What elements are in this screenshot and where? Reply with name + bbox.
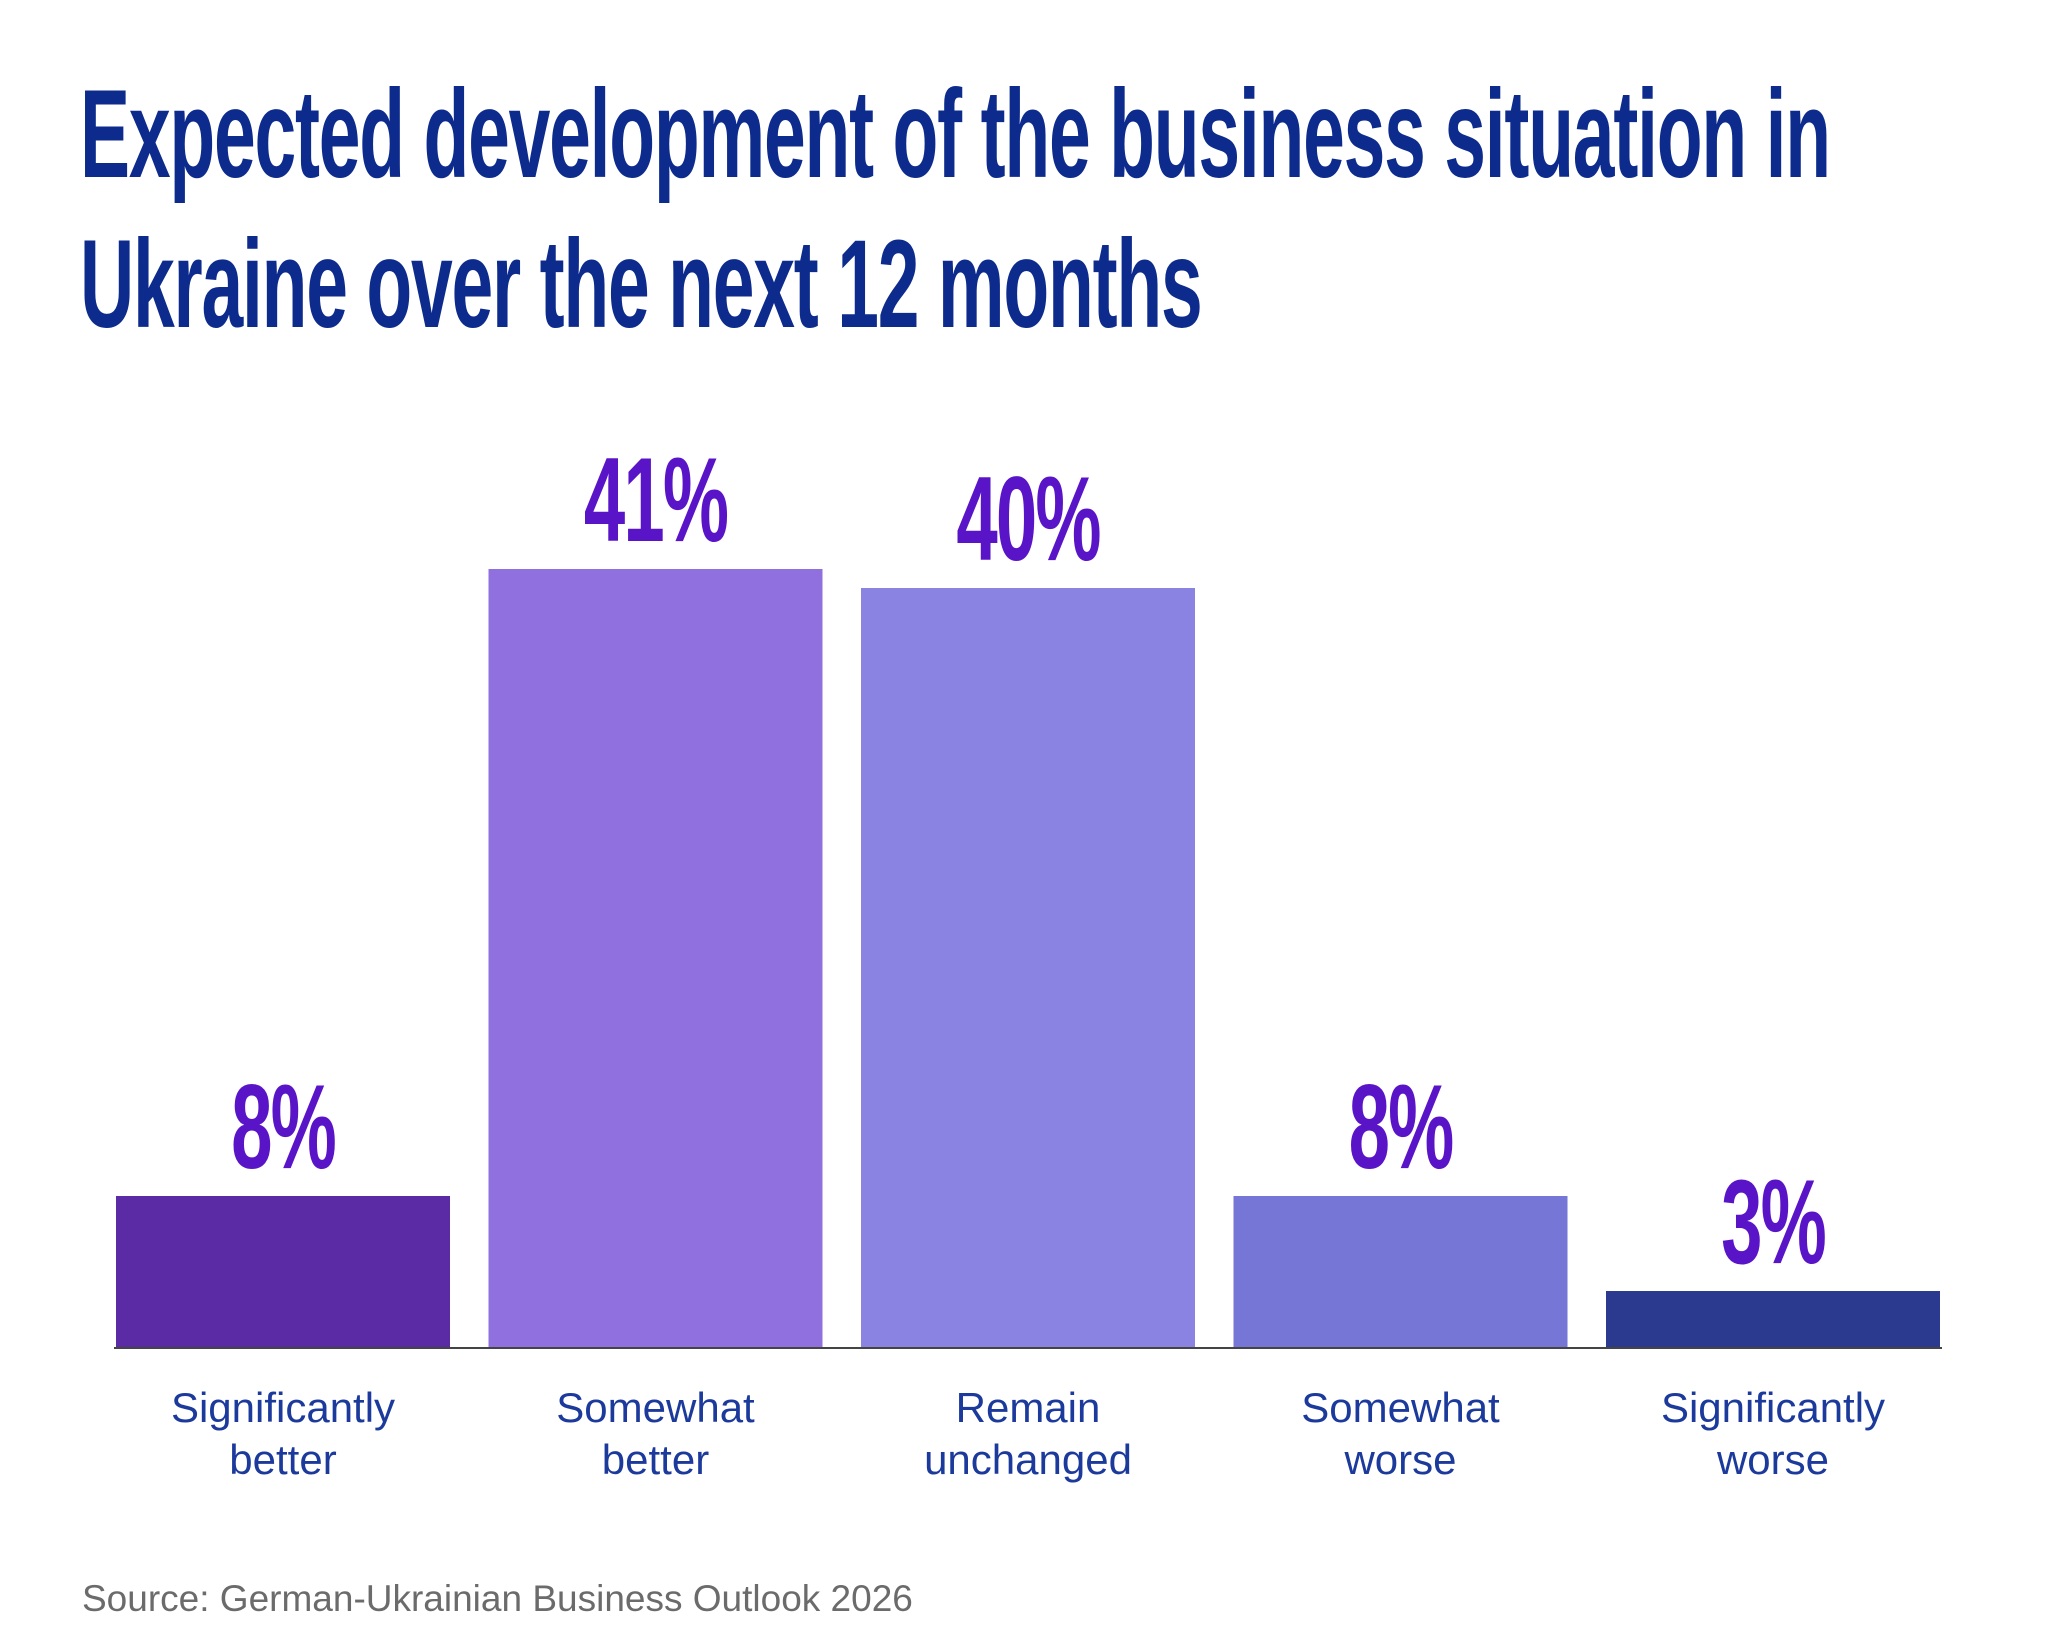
source-note: Source: German-Ukrainian Business Outloo… [82,1578,913,1619]
bar [1233,1196,1568,1348]
bar [488,569,823,1348]
bar [1606,1291,1940,1348]
x-tick-label: Remain unchanged [924,1384,1132,1483]
chart-title: Expected development of the business sit… [80,65,1831,354]
value-label: 3% [1721,1156,1825,1289]
value-label: 8% [231,1061,335,1194]
x-tick-label: Significantly worse [1660,1384,1886,1483]
bar [116,1196,450,1348]
bar [861,588,1195,1348]
value-label: 40% [956,453,1100,586]
x-tick-label: Somewhat better [556,1384,755,1483]
x-tick-label: Significantly better [170,1384,396,1483]
value-label: 8% [1349,1061,1453,1194]
x-tick-label: Somewhat worse [1301,1384,1500,1483]
value-label: 41% [584,434,728,567]
